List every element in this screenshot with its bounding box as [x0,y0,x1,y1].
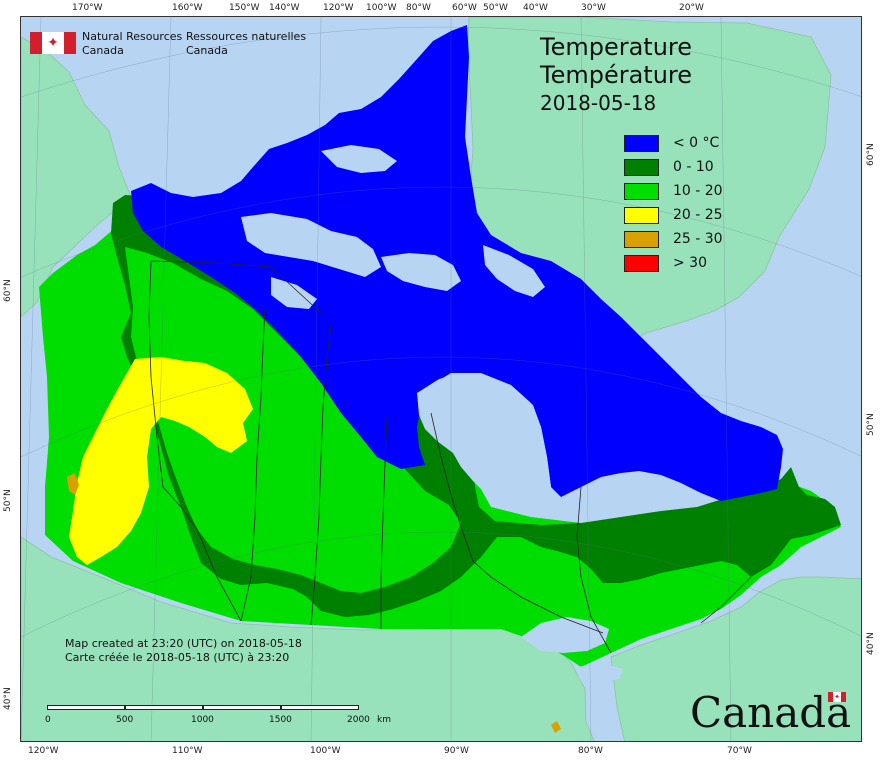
organization-name-en-line2: Canada [82,44,124,57]
graticule-label-left: 60°N [3,279,13,302]
organization-name-en-line1: Natural Resources [82,30,183,43]
graticule-label-bottom: 120°W [28,746,59,756]
legend-item: 10 - 20 [624,182,723,200]
graticule-label-right: 50°N [866,413,876,436]
graticule-label-right: 60°N [866,143,876,166]
alaska-landmass [21,36,132,318]
scale-bar: 0 500 1000 1500 2000 km [45,704,391,725]
scale-tick-label: 1500 [269,715,292,725]
graticule-label-top: 100°W [366,3,397,13]
graticule-label-right: 40°N [866,632,876,655]
graticule-label-top: 140°W [269,3,300,13]
legend-swatch [624,134,659,152]
scale-tick-label: 1000 [191,715,214,725]
legend-label: < 0 °C [673,135,720,151]
canada-flag-icon: ✦ [30,32,76,54]
canada-flag-icon: ✦ [828,692,846,702]
graticule-label-top: 30°W [581,3,606,13]
organization-name-fr: Ressources naturelles Canada [186,30,306,58]
organization-name-fr-line1: Ressources naturelles [186,30,307,43]
scale-segment [47,705,125,710]
legend-label: 10 - 20 [673,183,723,199]
canada-wordmark: Canada [690,688,852,737]
graticule-label-left: 50°N [3,489,13,512]
organization-name-fr-line2: Canada [186,44,228,57]
graticule-label-top: 40°W [523,3,548,13]
legend-swatch [624,182,659,200]
legend-swatch [624,158,659,176]
graticule-label-top: 150°W [229,3,260,13]
graticule-label-top: 170°W [72,3,103,13]
graticule-label-bottom: 90°W [444,746,469,756]
legend-label: > 30 [673,255,707,271]
graticule-label-bottom: 110°W [172,746,203,756]
graticule-label-top: 60°W [452,3,477,13]
scale-tick-label: 0 [45,715,51,725]
graticule-label-top: 160°W [172,3,203,13]
legend-swatch [624,206,659,224]
map-frame [20,16,862,742]
arctic-channels [241,145,545,309]
organization-name-en: Natural Resources Canada [82,30,182,58]
legend-swatch [624,254,659,272]
scale-segment [125,705,203,710]
credit-en: Map created at 23:20 (UTC) on 2018-05-18 [65,637,302,650]
legend-item: 25 - 30 [624,230,723,248]
canada-zone-yellow-20-25 [69,357,253,565]
graticule-label-bottom: 100°W [310,746,341,756]
legend-item: 0 - 10 [624,158,714,176]
scale-tick-label: 500 [116,715,134,725]
canada-zone-blue-below-0 [131,25,783,501]
title-fr: Température [540,61,693,89]
graticule-label-left: 40°N [3,687,13,710]
map-title: Temperature Température 2018-05-18 [540,33,692,117]
title-en: Temperature [540,33,693,61]
graticule [21,17,861,741]
scale-segment [281,705,359,710]
scale-segment [203,705,281,710]
legend-item: < 0 °C [624,134,719,152]
graticule-label-bottom: 80°W [578,746,603,756]
graticule-label-bottom: 70°W [727,746,752,756]
scale-tick-label: 2000 [347,715,370,725]
graticule-label-top: 20°W [679,3,704,13]
map-credit: Map created at 23:20 (UTC) on 2018-05-18… [65,637,302,665]
provincial-boundaries [148,260,752,654]
graticule-label-top: 120°W [323,3,354,13]
map-date: 2018-05-18 [540,91,657,115]
scale-unit-label: km [377,715,391,725]
map-canvas [21,17,861,741]
legend-item: > 30 [624,254,707,272]
graticule-label-top: 80°W [406,3,431,13]
legend-label: 20 - 25 [673,207,723,223]
great-lakes [521,617,623,683]
credit-fr: Carte créée le 2018-05-18 (UTC) à 23:20 [65,651,290,664]
hudson-bay [417,373,551,511]
canada-zone-green-inner [125,247,461,593]
legend-swatch [624,230,659,248]
legend-label: 0 - 10 [673,159,714,175]
graticule-label-top: 50°W [483,3,508,13]
legend-label: 25 - 30 [673,231,723,247]
legend-item: 20 - 25 [624,206,723,224]
